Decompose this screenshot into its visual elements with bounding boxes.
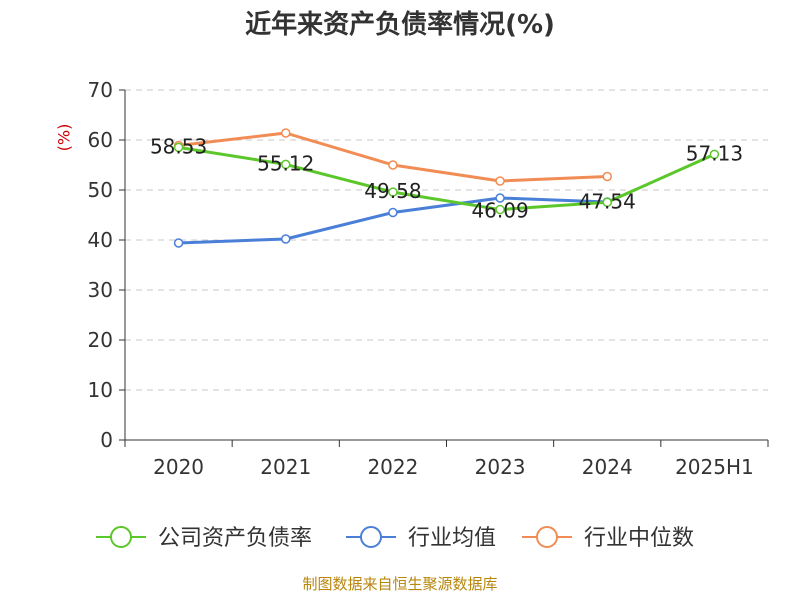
data-point bbox=[281, 128, 291, 138]
data-label: 49.58 bbox=[364, 179, 421, 203]
y-tick-label: 10 bbox=[88, 378, 113, 402]
legend-marker bbox=[110, 526, 132, 548]
data-point bbox=[173, 238, 184, 248]
data-point bbox=[388, 207, 398, 218]
data-label: 58.53 bbox=[150, 134, 207, 158]
data-point bbox=[602, 197, 612, 208]
data-point bbox=[173, 142, 184, 153]
series-line-2 bbox=[178, 196, 608, 245]
data-point bbox=[388, 160, 398, 170]
legend-label: 行业中位数 bbox=[584, 526, 694, 551]
data-point bbox=[495, 204, 505, 215]
data-point bbox=[281, 159, 291, 170]
legend-marker bbox=[360, 526, 382, 548]
x-tick-label: 2024 bbox=[582, 455, 633, 479]
x-tick-label: 2021 bbox=[260, 455, 311, 479]
data-label: 46.09 bbox=[471, 199, 528, 223]
y-tick-label: 20 bbox=[88, 328, 113, 352]
chart-title: 近年来资产负债率情况(%) bbox=[245, 10, 555, 40]
data-point bbox=[388, 187, 398, 197]
data-point bbox=[709, 149, 720, 160]
x-tick-label: 2022 bbox=[367, 455, 418, 479]
y-tick-label: 50 bbox=[88, 178, 113, 202]
data-point bbox=[602, 171, 612, 182]
data-label: 55.12 bbox=[257, 151, 314, 175]
x-tick-label: 2023 bbox=[475, 455, 526, 479]
data-label: 47.54 bbox=[579, 189, 636, 213]
y-tick-label: 0 bbox=[100, 428, 113, 452]
series-line-1 bbox=[178, 145, 716, 212]
y-tick-label: 40 bbox=[88, 228, 113, 252]
x-tick-label: 2025H1 bbox=[675, 455, 754, 479]
y-tick-label: 70 bbox=[88, 78, 113, 102]
data-point bbox=[495, 176, 505, 186]
legend-marker bbox=[536, 526, 558, 548]
x-tick-label: 2020 bbox=[153, 455, 204, 479]
source-note: 制图数据来自恒生聚源数据库 bbox=[302, 575, 498, 593]
legend-label: 行业均值 bbox=[408, 526, 496, 551]
data-point bbox=[495, 193, 505, 203]
y-tick-label: 60 bbox=[88, 128, 113, 152]
data-label: 57.13 bbox=[686, 141, 743, 165]
data-point bbox=[281, 234, 291, 244]
y-tick-label: 30 bbox=[88, 278, 113, 302]
legend-label: 公司资产负债率 bbox=[158, 526, 312, 551]
